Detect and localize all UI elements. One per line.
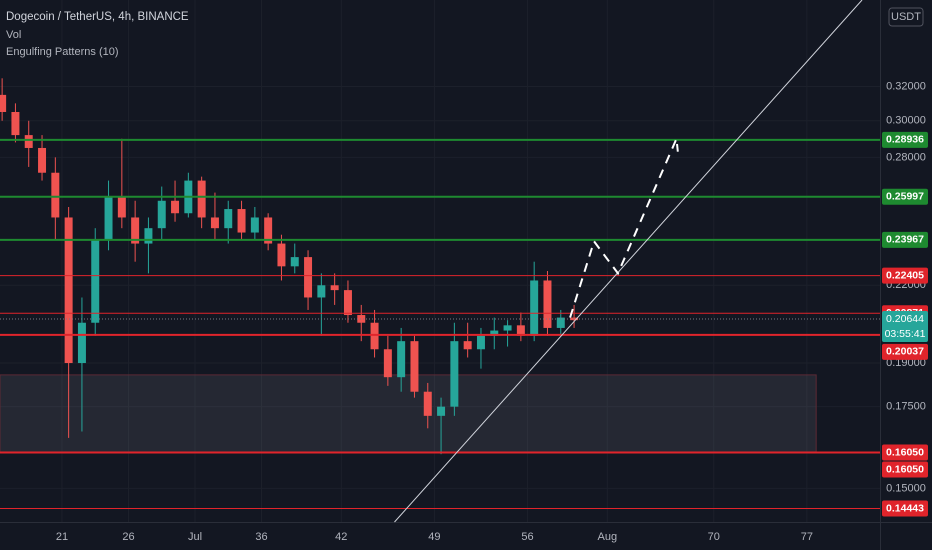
x-tick-label: 49 — [428, 531, 440, 543]
candle-body — [144, 228, 153, 244]
x-tick-label: 21 — [56, 531, 68, 543]
candle-body — [237, 209, 246, 233]
candle-body — [77, 322, 86, 364]
currency-label[interactable]: USDT — [891, 11, 921, 23]
candle-body — [383, 349, 392, 378]
candle-body — [210, 217, 219, 229]
candle-body — [343, 290, 352, 316]
candle-body — [104, 196, 113, 240]
level-label: 0.22405 — [886, 269, 924, 281]
level-label: 0.23967 — [886, 234, 924, 246]
indicator-label: Engulfing Patterns (10) — [6, 46, 119, 58]
candle-body — [0, 94, 7, 112]
candle-body — [117, 196, 126, 218]
level-badge — [882, 500, 928, 517]
candle-body — [556, 317, 565, 328]
x-tick-label: 77 — [801, 531, 813, 543]
chart-title: Dogecoin / TetherUS, 4h, BINANCE — [6, 11, 189, 23]
current-price-label: 0.20644 — [886, 313, 924, 325]
candle-body — [530, 280, 539, 336]
candle-body — [490, 330, 499, 336]
y-tick-label: 0.15000 — [886, 482, 926, 494]
indicator-label: Vol — [6, 29, 21, 41]
level-label: 0.14443 — [886, 502, 924, 514]
zone — [0, 374, 817, 453]
y-tick-label: 0.28000 — [886, 151, 926, 163]
level-badge — [882, 267, 928, 284]
currency-badge[interactable] — [888, 7, 924, 27]
y-tick-label: 0.19000 — [886, 357, 926, 369]
level-badge — [882, 461, 928, 478]
x-tick-label: 36 — [255, 531, 267, 543]
level-badge — [882, 343, 928, 360]
candle-body — [171, 200, 180, 214]
candle-body — [370, 322, 379, 350]
current-price-badge — [882, 311, 928, 343]
level-label: 0.20037 — [886, 346, 924, 358]
candle-body — [290, 257, 299, 267]
x-tick-label: Jul — [188, 531, 202, 543]
candle-body — [423, 391, 432, 416]
level-label: 0.25997 — [886, 191, 924, 203]
candle-body — [131, 217, 140, 244]
x-tick-label: 42 — [335, 531, 347, 543]
candle-body — [317, 285, 326, 298]
level-badge — [882, 444, 928, 461]
x-tick-label: 26 — [122, 531, 134, 543]
candle-body — [224, 209, 233, 229]
grid — [0, 0, 880, 522]
marks — [0, 0, 880, 523]
level-label: 0.16050 — [886, 446, 924, 458]
candle-body — [11, 111, 20, 136]
candle-body — [330, 285, 339, 291]
x-tick-label: 56 — [521, 531, 533, 543]
x-tick-label: 70 — [708, 531, 720, 543]
level-label: 0.16050 — [886, 463, 924, 475]
candle-body — [410, 341, 419, 392]
candle-body — [250, 217, 259, 233]
x-tick-label: Aug — [598, 531, 618, 543]
candle-body — [450, 341, 459, 407]
candle-body — [516, 325, 525, 336]
candle-body — [264, 217, 273, 244]
candle-body — [503, 325, 512, 331]
y-tick-label: 0.32000 — [886, 80, 926, 92]
candle-body — [157, 200, 166, 229]
candle-body — [51, 172, 60, 218]
candle-body — [197, 180, 206, 218]
candle-body — [463, 341, 472, 350]
candle-body — [543, 280, 552, 328]
level-badge — [882, 188, 928, 205]
candle-body — [357, 315, 366, 323]
axis: 0.320000.300000.280000.220000.190000.175… — [56, 80, 928, 543]
candle-body — [38, 147, 47, 173]
y-tick-label: 0.30000 — [886, 115, 926, 127]
candle-body — [91, 239, 100, 323]
candle-body — [304, 257, 313, 298]
candle-body — [64, 217, 73, 364]
candle-body — [570, 317, 579, 321]
projection-path — [569, 134, 679, 318]
candle-body — [277, 243, 286, 267]
level-badge — [882, 231, 928, 248]
level-label: 0.28936 — [886, 134, 924, 146]
y-tick-label: 0.17500 — [886, 401, 926, 413]
level-badge — [882, 131, 928, 148]
countdown-label: 03:55:41 — [885, 328, 926, 340]
candle-body — [397, 341, 406, 378]
candle-body — [24, 135, 33, 148]
candle-body — [476, 335, 485, 350]
trendline — [394, 0, 863, 523]
candle-body — [437, 406, 446, 416]
